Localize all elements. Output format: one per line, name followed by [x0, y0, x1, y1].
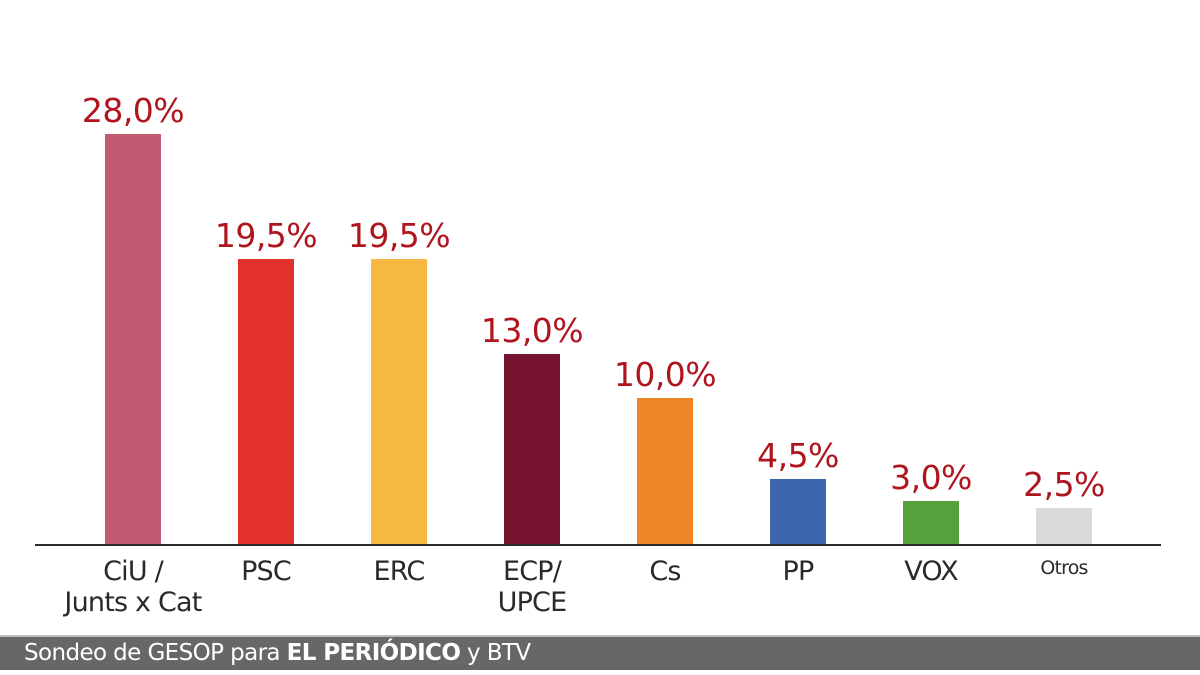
source-note: Sondeo de GESOP para EL PERIÓDICO y BTV [24, 637, 531, 670]
category-label: Cs [649, 556, 681, 587]
value-label: 19,5% [214, 216, 318, 255]
category-label: ERC [373, 556, 426, 587]
bar [238, 259, 294, 545]
footer-bottom-margin [0, 670, 1200, 675]
source-footer: Sondeo de GESOP para EL PERIÓDICO y BTV [0, 637, 1200, 670]
category-label: PSC [241, 556, 292, 587]
source-publication: EL PERIÓDICO [286, 640, 461, 666]
source-prefix: Sondeo de GESOP para [24, 640, 287, 666]
bar [1036, 508, 1092, 545]
source-suffix: y BTV [460, 640, 531, 666]
bar [770, 479, 826, 545]
value-label: 13,0% [480, 311, 584, 350]
bar [371, 259, 427, 545]
x-axis-line [35, 544, 1161, 546]
bar [105, 134, 161, 545]
category-label: Otros [1040, 557, 1088, 579]
value-label: 4,5% [757, 436, 839, 475]
value-label: 3,0% [890, 458, 972, 497]
bar [504, 354, 560, 545]
category-label: CiU / Junts x Cat [64, 556, 202, 618]
category-label: VOX [904, 556, 958, 587]
value-label: 19,5% [347, 216, 451, 255]
bar [637, 398, 693, 545]
category-label: PP [782, 556, 815, 587]
footer-divider [0, 635, 1200, 637]
bar [903, 501, 959, 545]
value-label: 10,0% [613, 355, 717, 394]
category-label: ECP/ UPCE [497, 556, 568, 618]
value-label: 28,0% [81, 91, 185, 130]
value-label: 2,5% [1023, 465, 1105, 504]
